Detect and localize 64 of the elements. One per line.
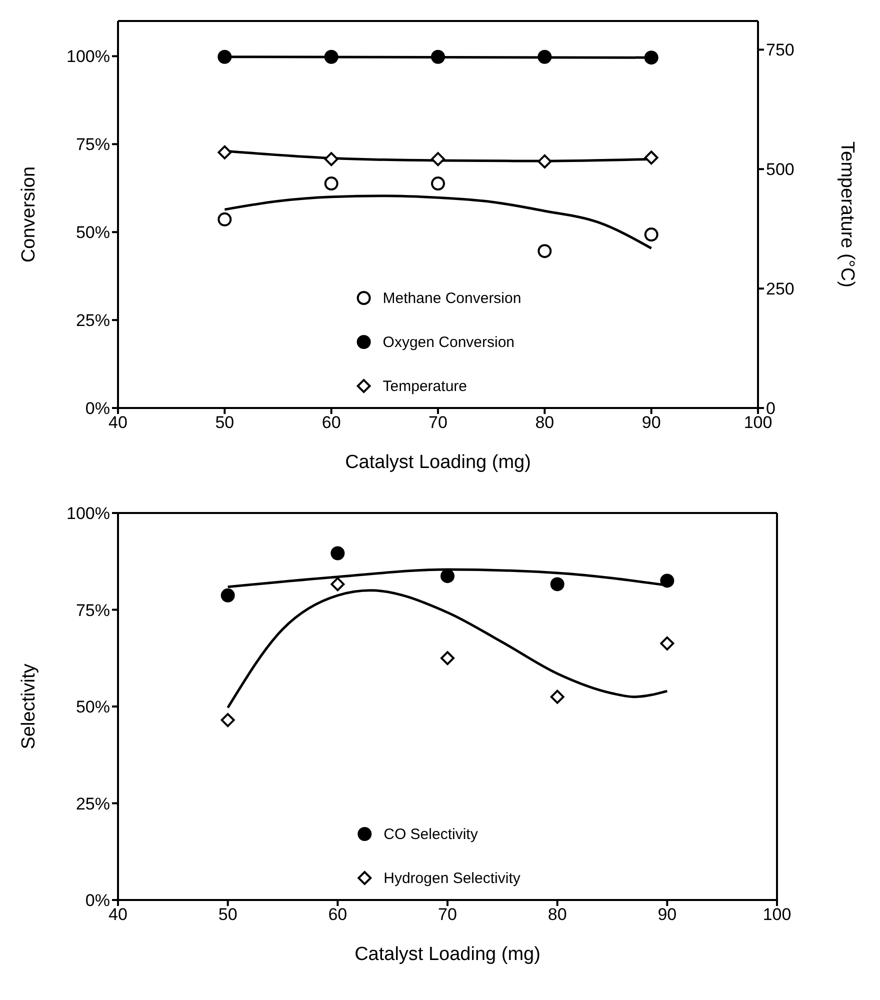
y-tick-label: 50% xyxy=(76,223,110,242)
point xyxy=(324,176,338,191)
point xyxy=(440,569,454,584)
line-series xyxy=(226,589,668,709)
x-tick-label: 70 xyxy=(438,905,457,924)
x-tick-label: 40 xyxy=(108,413,128,432)
point xyxy=(440,651,454,666)
point xyxy=(218,50,232,64)
x-tick-label: 80 xyxy=(535,413,554,432)
x-axis-title: Catalyst Loading (mg) xyxy=(354,944,540,965)
point xyxy=(431,176,445,191)
x-tick-label: 60 xyxy=(322,413,341,432)
point xyxy=(431,50,445,64)
point xyxy=(330,546,345,560)
y-axis-title: Conversion xyxy=(18,166,40,263)
line-series xyxy=(223,194,653,250)
y-tick-label: 50% xyxy=(76,698,110,717)
point xyxy=(550,690,564,704)
x-tick-label: 50 xyxy=(218,905,238,924)
legend-label: CO Selectivity xyxy=(384,826,478,842)
y2-tick-label: 500 xyxy=(766,160,794,180)
x-axis-title: Catalyst Loading (mg) xyxy=(345,452,531,473)
y-tick-label: 75% xyxy=(76,600,110,620)
point xyxy=(538,50,552,64)
point xyxy=(644,150,658,165)
point xyxy=(324,152,338,166)
legend-label: Temperature xyxy=(382,378,468,394)
point xyxy=(660,636,674,650)
y2-tick-label: 750 xyxy=(766,40,794,60)
point xyxy=(644,228,658,242)
y-tick-label: 0% xyxy=(85,891,110,910)
point xyxy=(644,50,658,65)
point xyxy=(220,713,235,728)
x-tick-label: 70 xyxy=(428,413,448,432)
y-tick-label: 75% xyxy=(76,135,110,154)
point xyxy=(218,145,232,160)
point xyxy=(220,588,235,602)
x-tick-label: 60 xyxy=(328,905,348,924)
y-tick-label: 100% xyxy=(66,47,110,66)
y-tick-label: 25% xyxy=(76,311,110,330)
x-tick-label: 100 xyxy=(762,905,792,924)
legend-label: Oxygen Conversion xyxy=(382,334,515,350)
y-tick-label: 0% xyxy=(85,399,110,418)
point xyxy=(324,50,338,64)
legend-label: Methane Conversion xyxy=(382,290,522,306)
point xyxy=(330,577,345,592)
point xyxy=(431,152,445,166)
y-tick-label: 25% xyxy=(76,794,110,814)
point xyxy=(218,212,232,226)
point xyxy=(660,574,674,588)
y-axis-title: Selectivity xyxy=(18,663,40,750)
y-tick-label: 100% xyxy=(66,504,110,524)
point xyxy=(538,154,552,168)
x-tick-label: 50 xyxy=(215,413,234,432)
point xyxy=(538,244,552,258)
point xyxy=(550,577,564,592)
y2-tick-label: 250 xyxy=(766,280,794,299)
x-tick-label: 90 xyxy=(642,413,661,432)
y2-axis-title: Temperature (°C) xyxy=(836,142,858,288)
x-tick-label: 80 xyxy=(548,905,567,924)
x-tick-label: 90 xyxy=(658,905,677,924)
legend-label: Hydrogen Selectivity xyxy=(384,870,520,886)
x-tick-label: 40 xyxy=(108,905,128,924)
x-tick-label: 100 xyxy=(744,413,772,432)
